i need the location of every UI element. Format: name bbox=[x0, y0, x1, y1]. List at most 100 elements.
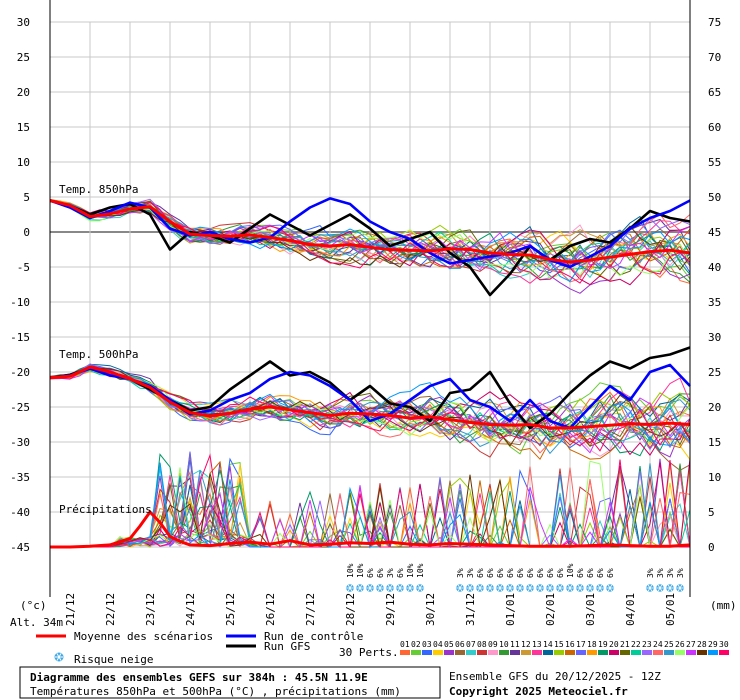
y-right-tick-label: 20 bbox=[708, 401, 721, 414]
y-right-tick-label: 60 bbox=[708, 121, 721, 134]
perturbation-legend: 01 02 03 04 05 06 07 08 09 10 11 12 13 14 15 16 17 18 19 20… bbox=[400, 640, 729, 655]
legend: Moyenne des scénarios Run de contrôle Ru… bbox=[36, 630, 729, 666]
pert-color-swatch bbox=[532, 650, 542, 655]
snow-risk-pct: 6% bbox=[546, 568, 555, 578]
y-right-tick-label: 30 bbox=[708, 331, 721, 344]
pert-color-swatch bbox=[708, 650, 718, 655]
snowflake-icon bbox=[526, 584, 534, 592]
x-date-label: 27/12 bbox=[304, 593, 317, 626]
y-left-tick-label: 20 bbox=[17, 86, 30, 99]
snow-risk-pct: 6% bbox=[516, 568, 525, 578]
x-date-label: 29/12 bbox=[384, 593, 397, 626]
pert-color-swatch bbox=[620, 650, 630, 655]
pert-number: 22 bbox=[631, 640, 641, 649]
legend-mean-label: Moyenne des scénarios bbox=[74, 630, 213, 643]
pert-color-swatch bbox=[631, 650, 641, 655]
pert-color-swatch bbox=[422, 650, 432, 655]
y-right-tick-label: 0 bbox=[708, 541, 715, 554]
pert-color-swatch bbox=[499, 650, 509, 655]
pert-number: 16 bbox=[565, 640, 575, 649]
snowflake-icon bbox=[376, 584, 384, 592]
y-left-tick-label: 5 bbox=[23, 191, 30, 204]
pert-number: 27 bbox=[686, 640, 696, 649]
y-left-tick-label: -25 bbox=[10, 401, 30, 414]
y-left-tick-label: -40 bbox=[10, 506, 30, 519]
snow-risk-pct: 3% bbox=[656, 568, 665, 578]
pert-number: 05 bbox=[444, 640, 454, 649]
snowflake-icon bbox=[386, 584, 394, 592]
x-date-label: 28/12 bbox=[344, 593, 357, 626]
snow-risk-pct: 6% bbox=[526, 568, 535, 578]
x-date-label: 04/01 bbox=[624, 593, 637, 626]
snow-risk-pct: 6% bbox=[596, 568, 605, 578]
perturbation-line bbox=[49, 368, 691, 452]
snowflake-icon bbox=[596, 584, 604, 592]
snowflake-icon bbox=[536, 584, 544, 592]
pert-number: 10 bbox=[499, 640, 509, 649]
y-right-tick-label: 40 bbox=[708, 261, 721, 274]
pert-number: 06 bbox=[455, 640, 465, 649]
snow-risk-pct: 3% bbox=[676, 568, 685, 578]
y-right-tick-label: 65 bbox=[708, 86, 721, 99]
snow-risk-pct: 10% bbox=[356, 563, 365, 578]
snowflake-icon bbox=[416, 584, 424, 592]
pert-number: 21 bbox=[620, 640, 630, 649]
pert-number: 23 bbox=[642, 640, 652, 649]
pert-color-swatch bbox=[642, 650, 652, 655]
pert-color-swatch bbox=[521, 650, 531, 655]
y-right-tick-label: 10 bbox=[708, 471, 721, 484]
pert-color-swatch bbox=[411, 650, 421, 655]
snowflake-icon bbox=[556, 584, 564, 592]
pert-color-swatch bbox=[433, 650, 443, 655]
snow-risk-pct: 6% bbox=[476, 568, 485, 578]
pert-color-swatch bbox=[565, 650, 575, 655]
perturbation-line bbox=[49, 200, 691, 279]
pert-number: 04 bbox=[433, 640, 443, 649]
perturbation-precip-line bbox=[50, 460, 690, 549]
y-right-tick-label: 15 bbox=[708, 436, 721, 449]
snowflake-icon bbox=[606, 584, 614, 592]
pert-color-swatch bbox=[697, 650, 707, 655]
y-left-tick-label: 10 bbox=[17, 156, 30, 169]
snow-risk-pct: 10% bbox=[566, 563, 575, 578]
x-date-label: 26/12 bbox=[264, 593, 277, 626]
x-date-label: 30/12 bbox=[424, 593, 437, 626]
y-left-tick-label: -45 bbox=[10, 541, 30, 554]
snowflake-icon bbox=[496, 584, 504, 592]
y-right-tick-label: 70 bbox=[708, 51, 721, 64]
pert-number: 11 bbox=[510, 640, 520, 649]
footer-subtitle: Températures 850hPa et 500hPa (°C) , pré… bbox=[30, 685, 401, 698]
y-right-tick-label: 45 bbox=[708, 226, 721, 239]
pert-color-swatch bbox=[587, 650, 597, 655]
y-left-tick-label: -20 bbox=[10, 366, 30, 379]
snowflake-icon bbox=[406, 584, 414, 592]
pert-color-swatch bbox=[686, 650, 696, 655]
snowflake-icon bbox=[456, 584, 464, 592]
footer-copyright: Copyright 2025 Meteociel.fr bbox=[449, 685, 628, 698]
x-date-label: 03/01 bbox=[584, 593, 597, 626]
series-t850-gfs bbox=[49, 199, 691, 297]
x-date-label: 31/12 bbox=[464, 593, 477, 626]
legend-snow-label: Risque neige bbox=[74, 653, 153, 666]
y-left-tick-label: -30 bbox=[10, 436, 30, 449]
snow-risk-pct: 6% bbox=[586, 568, 595, 578]
snowflake-icon bbox=[366, 584, 374, 592]
y-left-tick-label: 30 bbox=[17, 16, 30, 29]
x-date-label: 24/12 bbox=[184, 593, 197, 626]
pert-number: 20 bbox=[609, 640, 619, 649]
legend-gfs-label: Run GFS bbox=[264, 640, 310, 653]
snowflake-icon bbox=[656, 584, 664, 592]
y-left-tick-label: 0 bbox=[23, 226, 30, 239]
altitude-label: Alt. 34m bbox=[10, 616, 63, 629]
pert-color-swatch bbox=[466, 650, 476, 655]
pert-number: 02 bbox=[411, 640, 421, 649]
pert-number: 07 bbox=[466, 640, 476, 649]
main-series bbox=[49, 197, 691, 549]
pert-color-swatch bbox=[675, 650, 685, 655]
snow-risk-pct: 3% bbox=[466, 568, 475, 578]
snow-risk-pct: 3% bbox=[646, 568, 655, 578]
y-right-tick-label: 5 bbox=[708, 506, 715, 519]
pert-color-swatch bbox=[543, 650, 553, 655]
